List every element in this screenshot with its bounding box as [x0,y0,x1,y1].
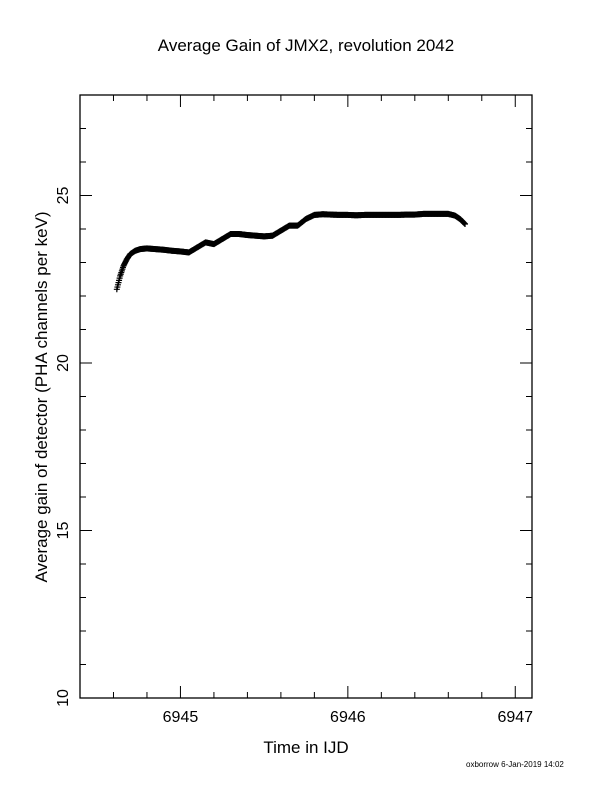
y-axis-ticks [80,94,532,699]
chart-title: Average Gain of JMX2, revolution 2042 [157,36,455,55]
plot-frame [79,94,533,699]
y-axis-tick-labels: 10 15 20 25 [55,187,72,707]
x-tick-label: 6947 [497,709,533,726]
footer-stamp: oxborrow 6-Jan-2019 14:02 [466,760,564,769]
x-tick-label: 6946 [330,709,366,726]
y-axis-label: Average gain of detector (PHA channels p… [32,211,51,583]
x-axis-ticks [112,95,516,698]
data-point [462,220,469,227]
x-axis-label: Time in IJD [263,738,349,757]
y-tick-label: 20 [55,354,72,372]
y-tick-label: 25 [55,187,72,205]
x-axis-tick-labels: 6945 6946 6947 [163,709,534,726]
y-tick-label: 15 [55,522,72,540]
y-tick-label: 10 [55,689,72,707]
x-tick-label: 6945 [163,709,199,726]
data-points [113,210,469,293]
